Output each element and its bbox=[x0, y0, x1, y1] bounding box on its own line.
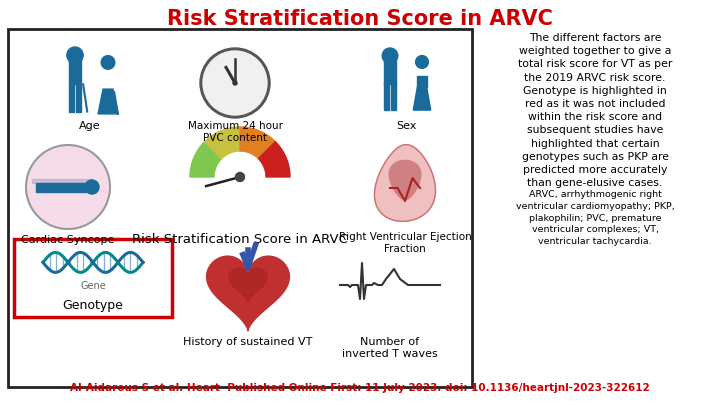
Circle shape bbox=[102, 55, 114, 69]
Circle shape bbox=[200, 48, 270, 118]
Bar bbox=[384, 83, 389, 110]
Text: Gene: Gene bbox=[80, 281, 106, 291]
Bar bbox=[417, 77, 427, 87]
Text: Risk Stratification Score in ARVC: Risk Stratification Score in ARVC bbox=[167, 9, 553, 29]
Circle shape bbox=[235, 173, 245, 181]
Text: Al-Aidarous S et al. Heart  Published Online First: 11 July 2023. doi: 10.1136/h: Al-Aidarous S et al. Heart Published Onl… bbox=[70, 383, 650, 393]
Circle shape bbox=[382, 48, 397, 64]
Circle shape bbox=[85, 180, 99, 194]
Text: Cardiac Syncope: Cardiac Syncope bbox=[22, 235, 114, 245]
Polygon shape bbox=[190, 142, 222, 177]
Text: History of sustained VT: History of sustained VT bbox=[184, 337, 312, 347]
Text: Right Ventricular Ejection
Fraction: Right Ventricular Ejection Fraction bbox=[338, 232, 472, 254]
Circle shape bbox=[67, 47, 84, 63]
Polygon shape bbox=[229, 268, 267, 302]
Polygon shape bbox=[374, 145, 436, 221]
Circle shape bbox=[233, 81, 237, 85]
Circle shape bbox=[26, 145, 110, 229]
Text: Sex: Sex bbox=[396, 121, 416, 131]
Text: The different factors are
weighted together to give a
total risk score for VT as: The different factors are weighted toget… bbox=[518, 33, 672, 188]
Polygon shape bbox=[390, 160, 420, 200]
Text: Risk Stratification Score in ARVC: Risk Stratification Score in ARVC bbox=[132, 233, 348, 246]
Circle shape bbox=[203, 51, 267, 115]
Bar bbox=[76, 83, 81, 112]
Polygon shape bbox=[204, 127, 240, 159]
Circle shape bbox=[415, 55, 428, 68]
Text: ARVC, arrhythmogenic right
ventricular cardiomyopathy; PKP,
plakophilin; PVC, pr: ARVC, arrhythmogenic right ventricular c… bbox=[516, 190, 675, 246]
Bar bbox=[32, 179, 92, 183]
Bar bbox=[8, 29, 472, 387]
Polygon shape bbox=[207, 256, 289, 331]
Text: Genotype: Genotype bbox=[63, 299, 123, 312]
Polygon shape bbox=[413, 87, 431, 110]
Polygon shape bbox=[258, 142, 290, 177]
Polygon shape bbox=[98, 89, 118, 114]
Circle shape bbox=[199, 184, 204, 190]
Bar bbox=[69, 83, 73, 112]
Text: Maximum 24 hour
PVC content: Maximum 24 hour PVC content bbox=[187, 121, 282, 143]
Bar bbox=[384, 59, 396, 84]
Polygon shape bbox=[240, 127, 275, 159]
Bar bbox=[391, 83, 396, 110]
Text: Age: Age bbox=[79, 121, 101, 131]
Bar bbox=[36, 183, 86, 192]
Bar bbox=[69, 59, 81, 84]
Text: Number of
inverted T waves: Number of inverted T waves bbox=[342, 337, 438, 358]
Bar bbox=[14, 239, 172, 317]
